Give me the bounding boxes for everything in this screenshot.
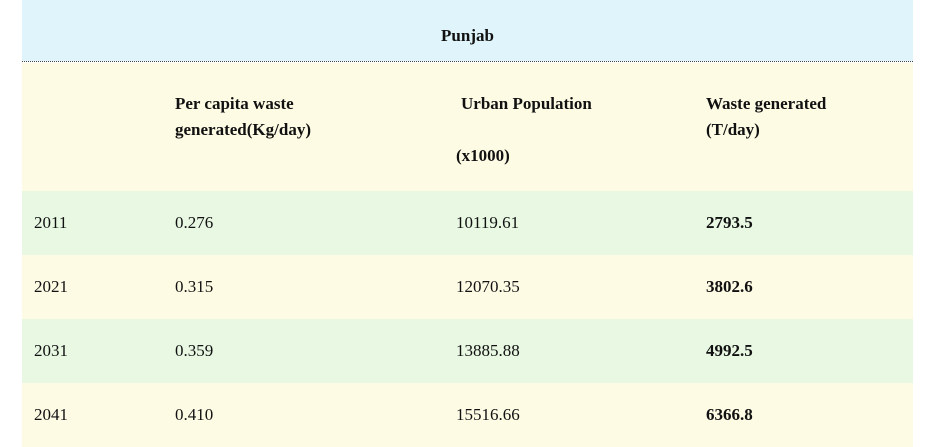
title-divider: [22, 61, 913, 62]
table-row: 2041 0.410 15516.66 6366.8: [22, 383, 913, 447]
header-per-capita: Per capita waste generated(Kg/day): [175, 91, 311, 143]
urban-population-cell: 15516.66: [456, 405, 520, 424]
per-capita-cell: 0.410: [175, 405, 214, 424]
year-cell: 2041: [34, 405, 68, 424]
urban-population-cell: 10119.61: [456, 213, 520, 232]
header-urban-unit: (x1000): [456, 146, 510, 165]
header-urban-line1: Urban Population: [461, 94, 592, 113]
table-row: 2011 0.276 10119.61 2793.5: [22, 191, 913, 255]
year-cell: 2021: [34, 277, 68, 296]
header-waste-line1: Waste generated: [706, 94, 827, 113]
per-capita-cell: 0.359: [175, 341, 214, 360]
waste-generated-cell: 3802.6: [706, 277, 753, 296]
table-title-band: Punjab: [22, 0, 913, 61]
table-title: Punjab: [441, 26, 494, 45]
waste-generated-cell: 4992.5: [706, 341, 753, 360]
table-row: 2021 0.315 12070.35 3802.6: [22, 255, 913, 319]
table-row: 2031 0.359 13885.88 4992.5: [22, 319, 913, 383]
year-cell: 2011: [34, 213, 68, 232]
header-waste-line2: (T/day): [706, 120, 760, 139]
header-urban-population: Urban Population: [461, 91, 592, 117]
per-capita-cell: 0.315: [175, 277, 214, 296]
waste-generated-cell: 6366.8: [706, 405, 753, 424]
table-header: Per capita waste generated(Kg/day) Urban…: [22, 63, 913, 191]
waste-generated-cell: 2793.5: [706, 213, 753, 232]
urban-population-cell: 13885.88: [456, 341, 520, 360]
urban-population-cell: 12070.35: [456, 277, 520, 296]
header-waste-generated: Waste generated (T/day): [706, 91, 826, 143]
header-per-capita-line1: Per capita waste: [175, 94, 294, 113]
per-capita-cell: 0.276: [175, 213, 214, 232]
header-per-capita-line2: generated(Kg/day): [175, 120, 311, 139]
year-cell: 2031: [34, 341, 68, 360]
